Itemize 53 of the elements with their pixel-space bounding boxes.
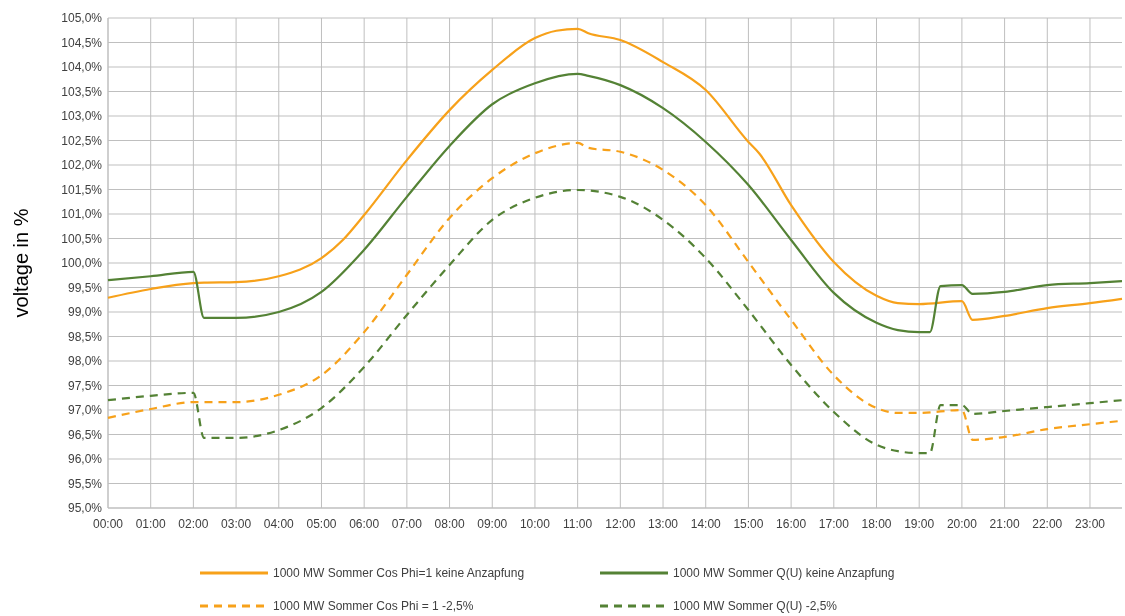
x-tick-label: 19:00 <box>904 517 935 531</box>
x-tick-label: 15:00 <box>733 517 764 531</box>
y-tick-label: 96,0% <box>67 452 103 467</box>
y-tick-label: 99,0% <box>67 305 103 320</box>
y-tick-label: 100,0% <box>61 256 103 271</box>
y-tick-label: 99,5% <box>67 280 103 295</box>
x-tick-label: 13:00 <box>648 517 679 531</box>
x-tick-label: 12:00 <box>605 517 636 531</box>
legend-label: 1000 MW Sommer Cos Phi = 1 -2,5% <box>273 599 474 614</box>
x-tick-label: 20:00 <box>946 517 978 531</box>
x-tick-label: 03:00 <box>221 517 252 531</box>
y-tick-label: 95,0% <box>67 501 103 516</box>
x-tick-label: 00:00 <box>92 517 124 531</box>
x-tick-label: 07:00 <box>391 517 423 531</box>
x-tick-label: 05:00 <box>306 517 337 531</box>
line-series <box>106 72 1124 334</box>
y-tick-label: 105,0% <box>61 11 103 26</box>
legend-label: 1000 MW Sommer Q(U) keine Anzapfung <box>673 566 895 581</box>
y-tick-label: 104,0% <box>61 60 103 75</box>
y-tick-label: 97,5% <box>67 378 103 393</box>
x-tick-label: 16:00 <box>776 517 807 531</box>
x-tick-label: 06:00 <box>349 517 380 531</box>
x-tick-label: 08:00 <box>434 517 465 531</box>
x-tick-label: 04:00 <box>263 517 295 531</box>
x-tick-label: 01:00 <box>135 517 167 531</box>
y-axis-title: voltage in % <box>10 208 32 318</box>
y-tick-label: 103,5% <box>61 84 103 99</box>
x-tick-label: 22:00 <box>1032 517 1063 531</box>
legend-label: 1000 MW Sommer Cos Phi=1 keine Anzapfung <box>273 566 525 581</box>
line-series <box>106 188 1124 455</box>
x-tick-label: 09:00 <box>477 517 508 531</box>
line-series <box>106 27 1124 321</box>
x-tick-label: 14:00 <box>690 517 722 531</box>
y-tick-label: 96,5% <box>67 427 103 442</box>
y-tick-label: 95,5% <box>67 476 103 491</box>
y-tick-label: 101,5% <box>61 182 103 197</box>
y-tick-label: 102,0% <box>61 158 103 173</box>
y-tick-label: 100,5% <box>61 231 103 246</box>
legend-label: 1000 MW Sommer Q(U) -2,5% <box>673 599 838 614</box>
y-tick-label: 101,0% <box>61 207 103 222</box>
y-tick-label: 98,0% <box>67 354 103 369</box>
y-tick-label: 104,5% <box>61 35 103 50</box>
y-tick-label: 102,5% <box>61 133 103 148</box>
x-tick-label: 23:00 <box>1074 517 1106 531</box>
x-tick-label: 18:00 <box>861 517 892 531</box>
x-tick-label: 10:00 <box>519 517 551 531</box>
x-tick-label: 11:00 <box>563 517 593 531</box>
y-tick-label: 103,0% <box>61 109 103 124</box>
y-tick-label: 97,0% <box>67 403 103 418</box>
x-tick-label: 02:00 <box>178 517 209 531</box>
x-tick-label: 17:00 <box>818 517 850 531</box>
y-tick-label: 98,5% <box>67 329 103 344</box>
x-tick-label: 21:00 <box>989 517 1020 531</box>
